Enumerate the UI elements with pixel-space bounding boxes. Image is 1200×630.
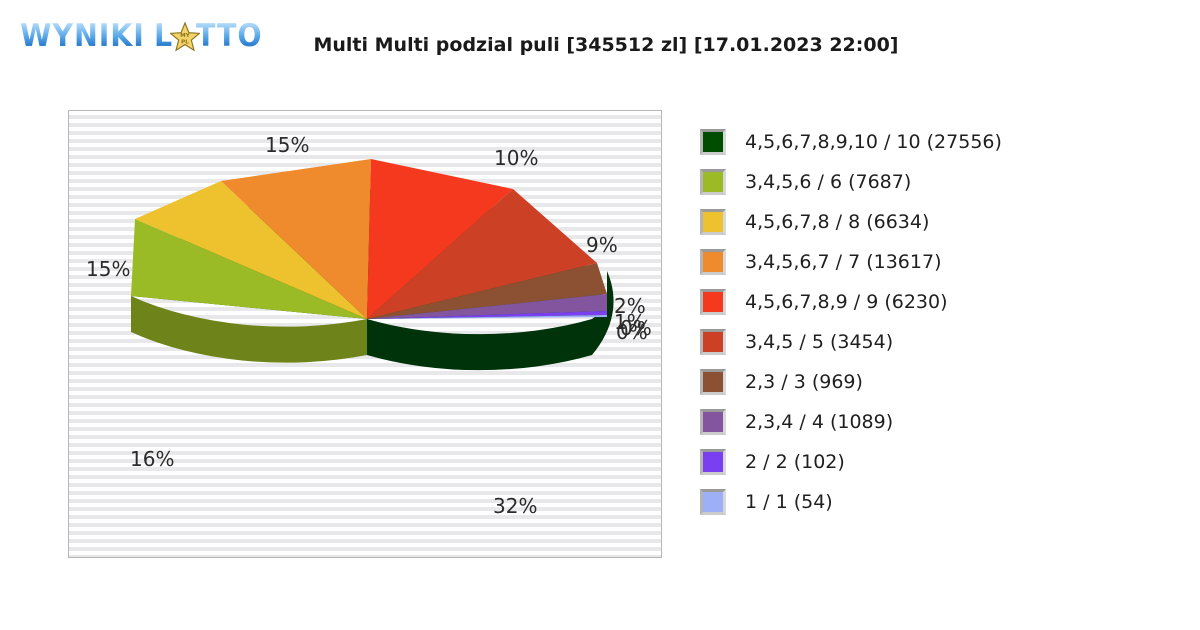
logo-text-wyniki: WYNIKI [20, 18, 145, 54]
pie-slice-light-blue [367, 315, 607, 319]
pie-label-16: 16% [130, 447, 175, 471]
pie-slice-purple [367, 294, 607, 319]
page-title: Multi Multi podzial puli [345512 zl] [17… [313, 34, 899, 56]
chart-legend: 4,5,6,7,8,9,10 / 10 (27556) 3,4,5,6 / 6 … [700, 122, 1170, 522]
legend-item-label: 2,3,4 / 4 (1089) [745, 411, 894, 433]
legend-item-label: 3,4,5,6 / 6 (7687) [745, 171, 912, 193]
pie-label-32: 32% [493, 494, 538, 518]
legend-item-0[interactable]: 4,5,6,7,8,9,10 / 10 (27556) [700, 122, 1170, 162]
pie-slice-brown [367, 263, 607, 319]
pie-label-10: 10% [494, 146, 539, 170]
logo-text-l: L [154, 18, 174, 54]
legend-item-6[interactable]: 2,3 / 3 (969) [700, 362, 1170, 402]
legend-item-7[interactable]: 2,3,4 / 4 (1089) [700, 402, 1170, 442]
legend-swatch-icon [700, 409, 726, 435]
pie-slice-red [367, 159, 513, 319]
legend-swatch-icon [700, 209, 726, 235]
legend-item-3[interactable]: 3,4,5,6,7 / 7 (13617) [700, 242, 1170, 282]
pie-label-9: 9% [586, 233, 618, 257]
svg-text:PL: PL [181, 40, 189, 46]
pie-wall-olive [131, 296, 367, 363]
legend-item-label: 4,5,6,7,8,9 / 9 (6230) [745, 291, 948, 313]
legend-item-label: 3,4,5 / 5 (3454) [745, 331, 894, 353]
legend-item-8[interactable]: 2 / 2 (102) [700, 442, 1170, 482]
legend-swatch-icon [700, 169, 726, 195]
legend-swatch-icon [700, 249, 726, 275]
chart-plot-area: 10% 9% 2% 1% 0% 0% 15% 15% 16% 32% [68, 110, 662, 558]
pie-label-0-b: 0% [620, 316, 652, 340]
svg-text:MY: MY [180, 33, 191, 39]
legend-item-9[interactable]: 1 / 1 (54) [700, 482, 1170, 522]
pie-label-15-a: 15% [265, 133, 310, 157]
site-logo[interactable]: WYNIKI L TTO MY PL [20, 16, 262, 56]
pie-slice-yellow [135, 181, 367, 319]
legend-item-5[interactable]: 3,4,5 / 5 (3454) [700, 322, 1170, 362]
legend-item-label: 2 / 2 (102) [745, 451, 845, 473]
pie-slice-brick [367, 189, 597, 319]
legend-swatch-icon [700, 489, 726, 515]
pie-slice-olive [131, 219, 367, 319]
legend-swatch-icon [700, 329, 726, 355]
legend-item-label: 1 / 1 (54) [745, 491, 833, 513]
pie-label-15-b: 15% [86, 257, 131, 281]
star-icon: MY PL [170, 22, 200, 52]
pie-label-2: 2% [614, 294, 646, 318]
legend-swatch-icon [700, 129, 726, 155]
pie-slice-orange [221, 159, 371, 319]
legend-item-1[interactable]: 3,4,5,6 / 6 (7687) [700, 162, 1170, 202]
legend-swatch-icon [700, 369, 726, 395]
legend-swatch-icon [700, 449, 726, 475]
pie-label-0-a: 0% [616, 320, 648, 344]
legend-swatch-icon [700, 289, 726, 315]
pie-slice-violet [367, 311, 607, 319]
legend-item-label: 4,5,6,7,8,9,10 / 10 (27556) [745, 131, 1002, 153]
pie-wall-dark-green [367, 319, 592, 371]
pie-chart [131, 159, 614, 371]
legend-item-label: 2,3 / 3 (969) [745, 371, 863, 393]
pie-label-1: 1% [614, 310, 646, 334]
legend-item-label: 4,5,6,7,8 / 8 (6634) [745, 211, 930, 233]
legend-item-2[interactable]: 4,5,6,7,8 / 8 (6634) [700, 202, 1170, 242]
legend-item-label: 3,4,5,6,7 / 7 (13617) [745, 251, 942, 273]
logo-text-tto: TTO [196, 18, 263, 54]
legend-item-4[interactable]: 4,5,6,7,8,9 / 9 (6230) [700, 282, 1170, 322]
